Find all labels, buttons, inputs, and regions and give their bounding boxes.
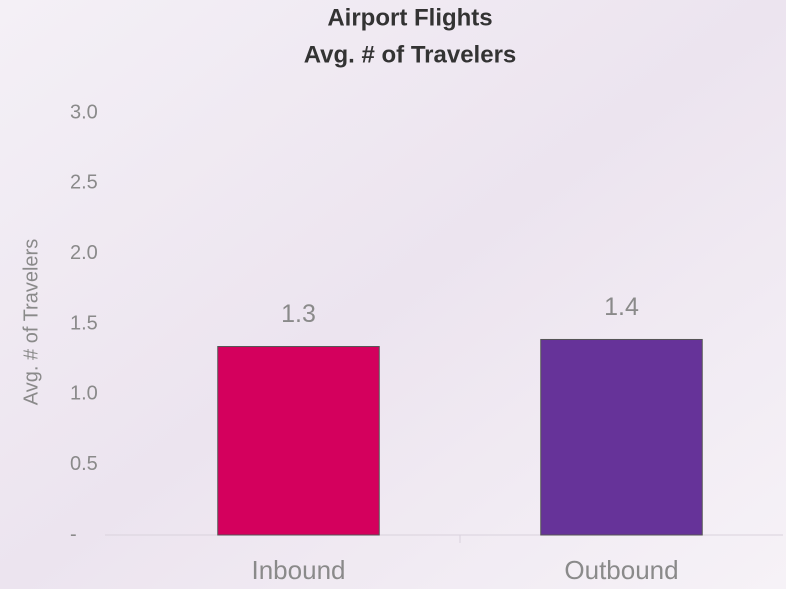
y-tick-label: 2.5: [70, 172, 98, 194]
chart: Airport Flights Avg. # of Travelers Avg.…: [0, 0, 786, 589]
page: Airport Flights Avg. # of Travelers Avg.…: [0, 0, 786, 589]
bar: [541, 339, 703, 535]
y-tick-label: 0.5: [70, 453, 98, 475]
value-label: 1.3: [281, 300, 316, 328]
value-label: 1.4: [604, 293, 639, 321]
chart-title: Airport Flights: [327, 4, 492, 31]
chart-subtitle: Avg. # of Travelers: [304, 41, 517, 68]
y-tick-label: 2.0: [70, 242, 98, 264]
y-tick-label: -: [70, 523, 77, 545]
y-tick-label: 1.5: [70, 312, 98, 334]
x-tick-label: Outbound: [564, 555, 678, 585]
x-tick-label: Inbound: [252, 555, 346, 585]
y-axis-title: Avg. # of Travelers: [20, 239, 42, 405]
y-tick-label: 1.0: [70, 383, 98, 405]
bar: [218, 347, 380, 535]
y-tick-label: 3.0: [70, 101, 98, 123]
